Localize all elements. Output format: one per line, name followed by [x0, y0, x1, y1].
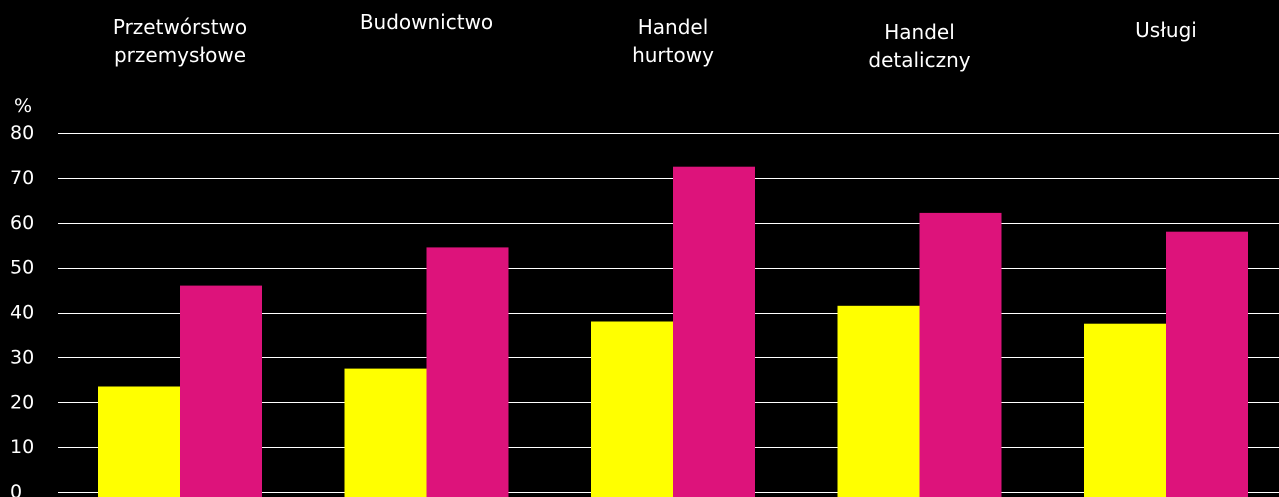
category-labels: Przetwórstwo przemysłowe Budownictwo Handel… — [113, 10, 1197, 72]
category-label-4: Handel detaliczny — [868, 20, 970, 72]
category-label-5: Usługi — [1135, 18, 1197, 42]
bar-series2-cat4 — [919, 212, 1002, 497]
y-axis-ticks: 0 10 20 30 40 50 60 70 80 — [10, 122, 34, 497]
category-label-line: Budownictwo — [360, 10, 493, 34]
y-tick-label-70: 70 — [10, 167, 34, 189]
bar-series2-cat5 — [1166, 231, 1248, 497]
bar-series1-cat3 — [591, 321, 673, 497]
category-label-line: Przetwórstwo — [113, 15, 247, 39]
y-tick-label-10: 10 — [10, 436, 34, 458]
y-tick-label-20: 20 — [10, 391, 34, 413]
category-label-3: Handel hurtowy — [632, 15, 714, 67]
y-tick-label-40: 40 — [10, 302, 34, 324]
bars-layer — [98, 166, 1248, 497]
category-label-line: Usługi — [1135, 18, 1197, 42]
y-axis-unit-label: % — [14, 95, 32, 117]
category-label-2: Budownictwo — [360, 10, 493, 34]
bar-series1-cat4 — [837, 305, 920, 497]
bar-series1-cat1 — [98, 386, 180, 497]
y-tick-label-50: 50 — [10, 257, 34, 279]
y-tick-label-80: 80 — [10, 122, 34, 144]
y-tick-label-60: 60 — [10, 212, 34, 234]
category-label-line: Handel — [884, 20, 955, 44]
bar-series1-cat5 — [1084, 323, 1166, 497]
y-tick-label-30: 30 — [10, 346, 34, 368]
category-label-line: Handel — [638, 15, 709, 39]
y-tick-label-0: 0 — [10, 481, 22, 497]
bar-series1-cat2 — [344, 368, 427, 497]
bar-series2-cat1 — [180, 285, 262, 497]
category-label-line: detaliczny — [868, 48, 970, 72]
bar-series2-cat3 — [673, 166, 755, 497]
bar-series2-cat2 — [426, 247, 509, 497]
category-label-1: Przetwórstwo przemysłowe — [113, 15, 247, 67]
category-label-line: hurtowy — [632, 43, 714, 67]
category-label-line: przemysłowe — [114, 43, 246, 67]
